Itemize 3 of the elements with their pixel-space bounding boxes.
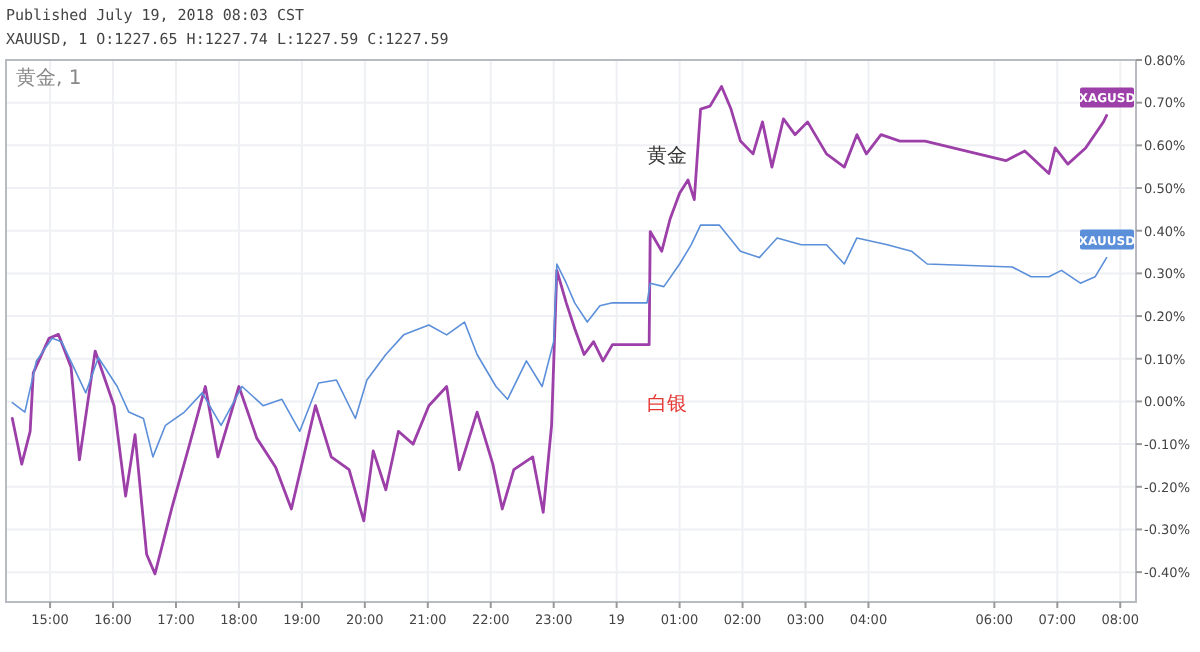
annotation: 黄金 — [647, 144, 688, 169]
annotation: 黄金, 1 — [16, 66, 82, 90]
annotation: 白银 — [647, 391, 688, 416]
